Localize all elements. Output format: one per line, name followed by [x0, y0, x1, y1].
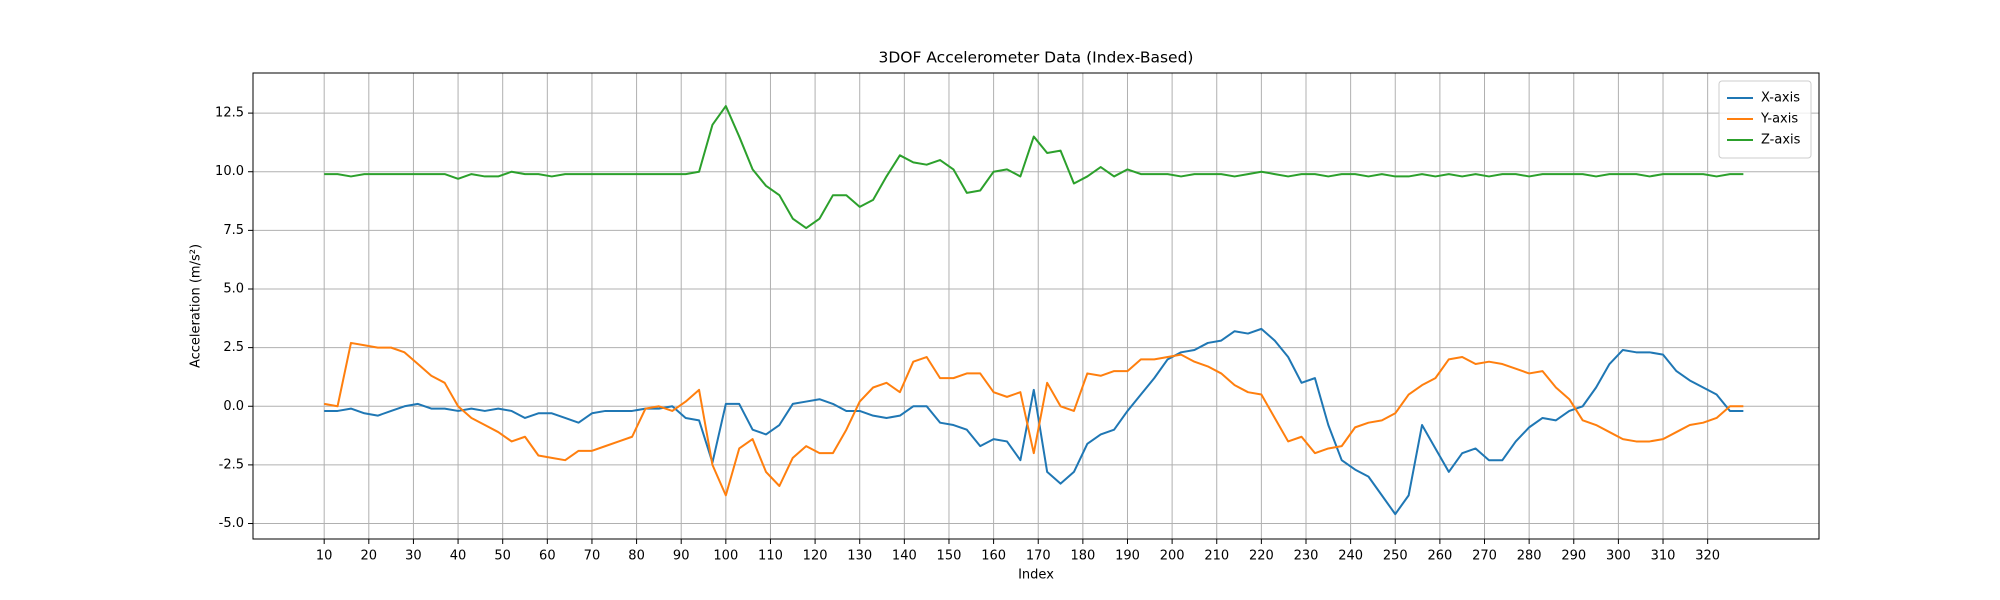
x-tick-label: 100 — [713, 549, 738, 564]
x-tick-label: 40 — [450, 549, 467, 564]
legend: X-axis Y-axis Z-axis — [1718, 80, 1812, 159]
x-tick-label: 10 — [316, 549, 333, 564]
x-tick-label: 290 — [1561, 549, 1586, 564]
x-tick-label: 150 — [937, 549, 962, 564]
x-tick-label: 310 — [1651, 549, 1676, 564]
axes-frame — [252, 72, 1820, 540]
x-tick-label: 200 — [1160, 549, 1185, 564]
x-tick-label: 130 — [847, 549, 872, 564]
x-tick-label: 260 — [1427, 549, 1452, 564]
series-line — [324, 341, 1744, 497]
x-tick-label: 210 — [1204, 549, 1229, 564]
x-tick-label: 120 — [803, 549, 828, 564]
y-axis-label: Acceleration (m/s²) — [189, 244, 204, 368]
x-tick-label: 110 — [758, 549, 783, 564]
x-tick-label: 230 — [1294, 549, 1319, 564]
y-tick-label: 10.0 — [215, 164, 244, 179]
x-tick-label: 320 — [1695, 549, 1720, 564]
x-tick-label: 190 — [1115, 549, 1140, 564]
legend-label: X-axis — [1761, 91, 1800, 106]
x-tick-label: 220 — [1249, 549, 1274, 564]
x-tick-label: 160 — [981, 549, 1006, 564]
x-tick-label: 250 — [1383, 549, 1408, 564]
y-tick-label: 0.0 — [223, 399, 244, 414]
legend-label: Z-axis — [1761, 133, 1801, 148]
y-tick-label: -5.0 — [219, 516, 244, 531]
y-tick-label: 12.5 — [215, 106, 244, 121]
legend-label: Y-axis — [1760, 112, 1798, 127]
x-tick-label: 80 — [628, 549, 645, 564]
x-tick-label: 140 — [892, 549, 917, 564]
x-tick-label: 20 — [361, 549, 378, 564]
y-tick-label: 2.5 — [223, 340, 244, 355]
y-tick-label: 7.5 — [223, 223, 244, 238]
x-tick-label: 70 — [584, 549, 601, 564]
x-tick-label: 30 — [405, 549, 422, 564]
x-tick-label: 90 — [673, 549, 690, 564]
x-tick-label: 300 — [1606, 549, 1631, 564]
series-line — [324, 105, 1744, 230]
x-tick-label: 50 — [494, 549, 511, 564]
x-tick-label: 180 — [1070, 549, 1095, 564]
x-tick-label: 60 — [539, 549, 556, 564]
x-tick-label: 270 — [1472, 549, 1497, 564]
x-axis-label: Index — [1018, 568, 1054, 583]
y-tick-label: -2.5 — [219, 457, 244, 472]
x-tick-label: 170 — [1026, 549, 1051, 564]
y-tick-label: 5.0 — [223, 281, 244, 296]
series-line — [324, 327, 1744, 516]
legend-box — [1718, 80, 1812, 159]
chart-title: 3DOF Accelerometer Data (Index-Based) — [879, 49, 1194, 67]
x-tick-label: 240 — [1338, 549, 1363, 564]
x-tick-label: 280 — [1517, 549, 1542, 564]
